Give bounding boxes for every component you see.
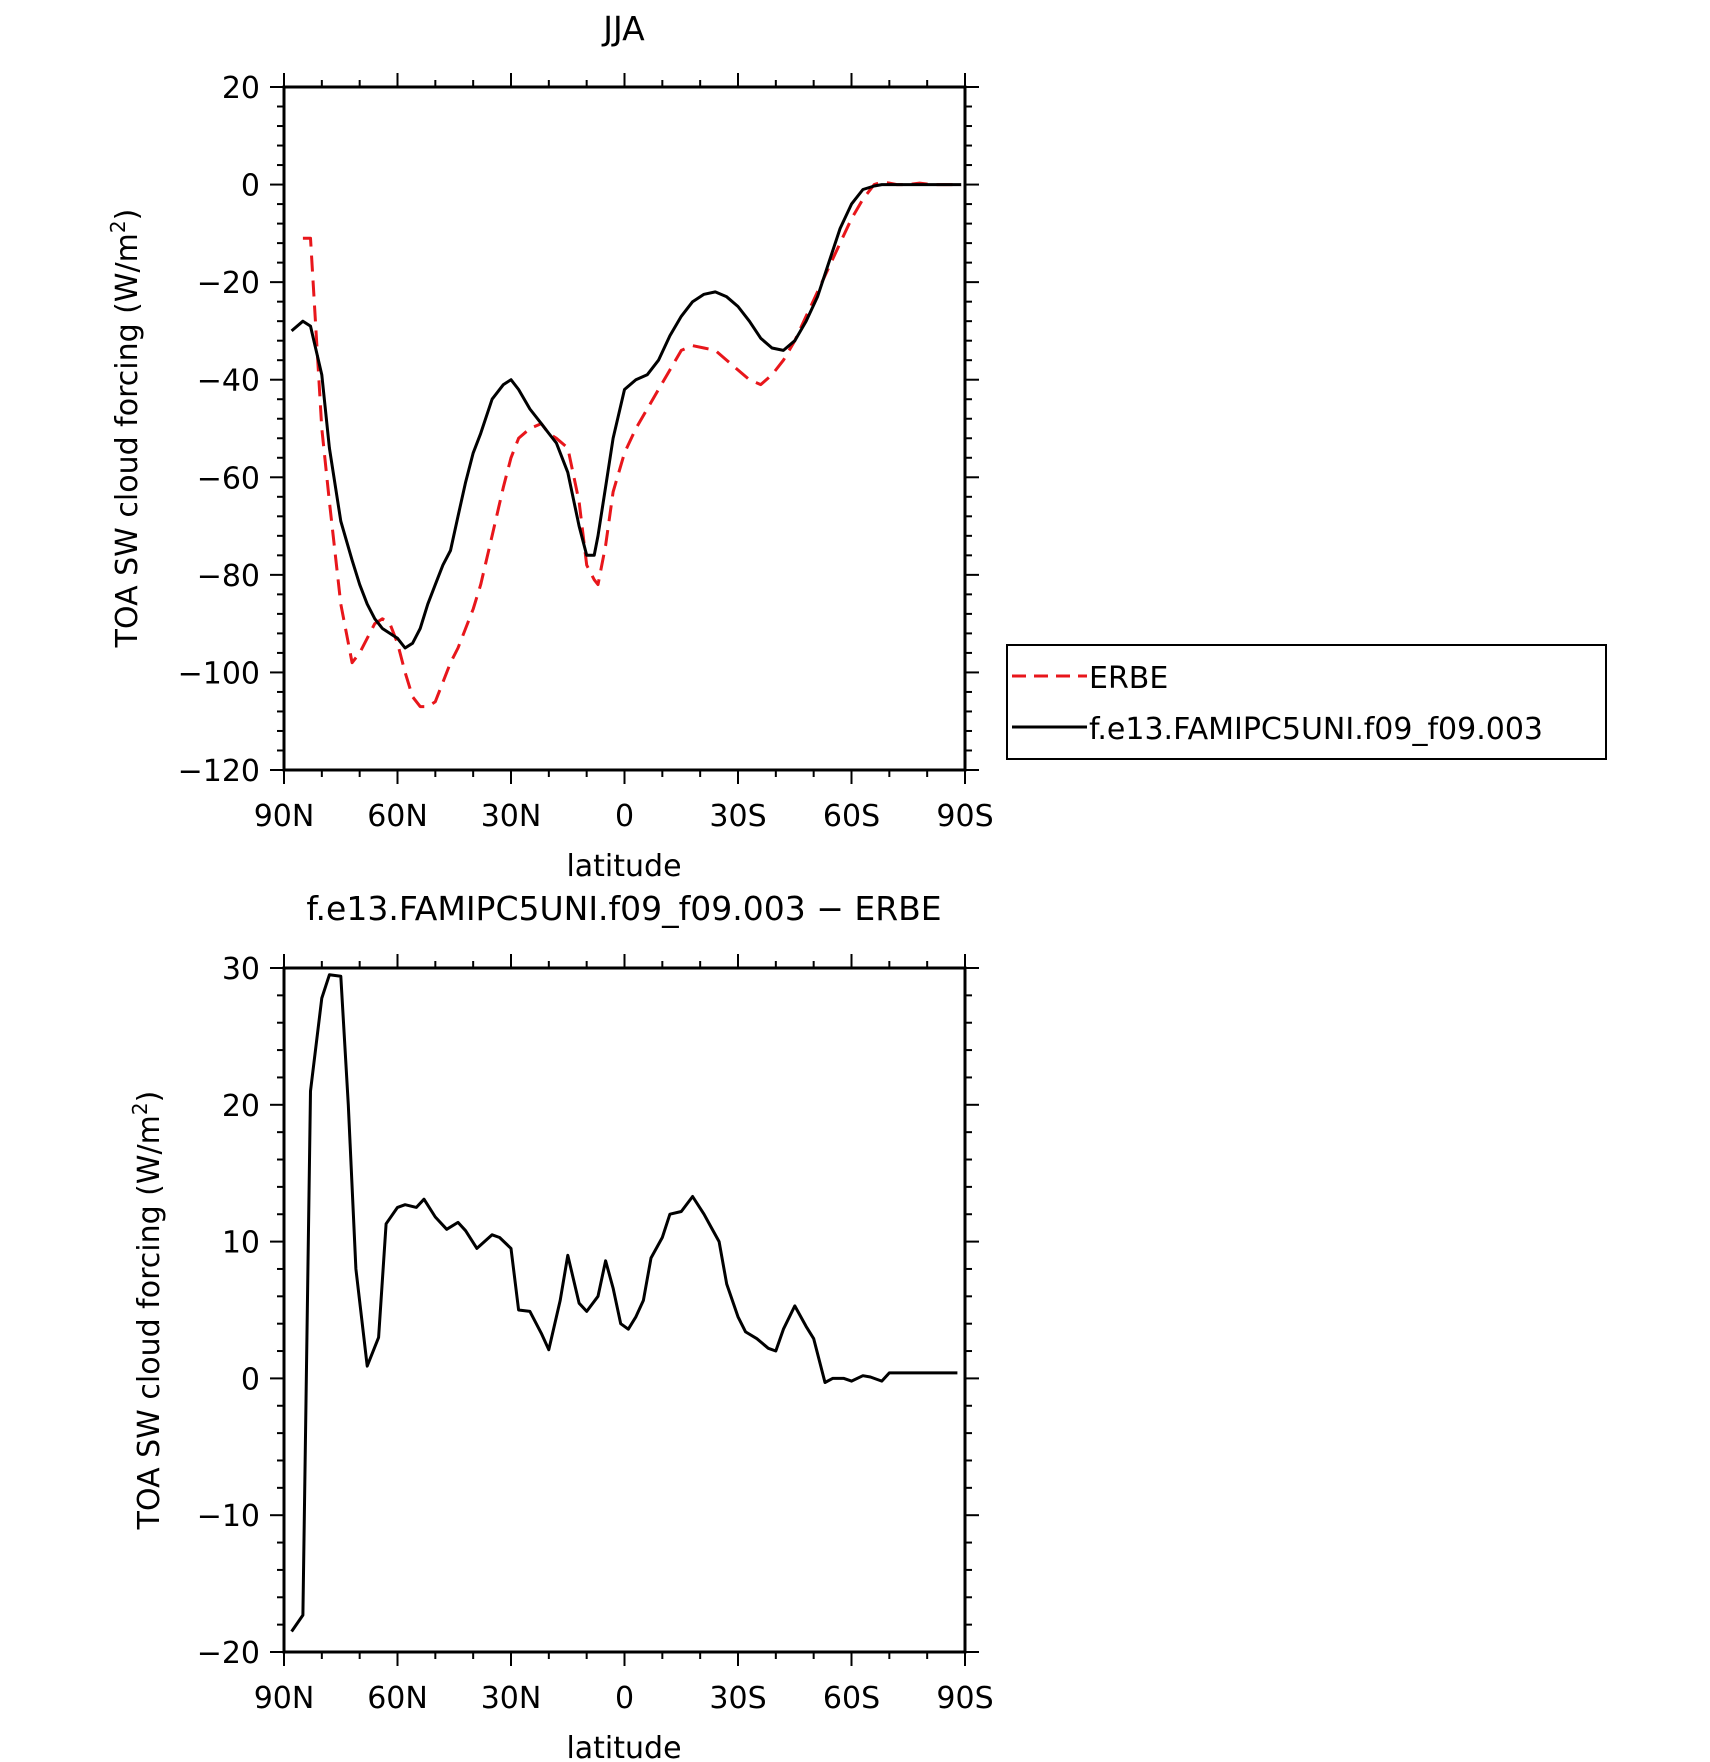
legend-label-model: f.e13.FAMIPC5UNI.f09_f09.003 — [1089, 712, 1543, 747]
y-tick-label: 20 — [222, 1089, 260, 1124]
x-tick-label: 0 — [615, 799, 634, 834]
x-tick-label: 0 — [615, 1681, 634, 1716]
y-tick-label: 30 — [222, 952, 260, 987]
x-axis-label: latitude — [566, 1731, 681, 1762]
x-tick-label: 90S — [936, 799, 993, 834]
series-lines — [290, 973, 958, 1633]
y-axis-label: TOA SW cloud forcing (W/m2) — [128, 1091, 167, 1531]
axis-ticks — [270, 73, 979, 784]
y-tick-label: −10 — [197, 1499, 260, 1534]
y-tick-label: −20 — [197, 1636, 260, 1671]
y-tick-label: −100 — [178, 656, 260, 691]
x-tick-label: 60N — [367, 1681, 428, 1716]
x-tick-label: 60N — [367, 799, 428, 834]
y-axis-label-superscript: 2 — [128, 1102, 152, 1115]
y-tick-label: −40 — [197, 364, 260, 399]
x-tick-label: 60S — [823, 1681, 880, 1716]
x-axis-label: latitude — [566, 849, 681, 884]
x-tick-label: 90N — [254, 799, 315, 834]
y-axis-label-superscript: 2 — [106, 220, 130, 233]
chart-panel-top: JJA −120 −100 −80 −60 −40 −20 0 20 90N 60N 30N 0 30… — [106, 9, 1607, 884]
legend: ERBE f.e13.FAMIPC5UNI.f09_f09.003 — [1006, 644, 1607, 760]
y-tick-label: −120 — [178, 754, 260, 789]
x-tick-label: 90S — [936, 1681, 993, 1716]
y-tick-label: −80 — [197, 559, 260, 594]
series-line-f-e13-famipc5uni-f09-f09-003 — [290, 183, 962, 650]
x-tick-label: 30N — [481, 1681, 542, 1716]
x-tick-label: 60S — [823, 799, 880, 834]
chart-title: f.e13.FAMIPC5UNI.f09_f09.003 − ERBE — [306, 889, 941, 928]
series-line-difference — [290, 973, 958, 1633]
y-tick-label: 0 — [241, 169, 260, 204]
x-tick-labels: 90N 60N 30N 0 30S 60S 90S — [254, 1681, 994, 1716]
x-tick-label: 90N — [254, 1681, 315, 1716]
y-tick-label: 10 — [222, 1226, 260, 1261]
series-lines — [290, 180, 962, 709]
y-axis-label: TOA SW cloud forcing (W/m2) — [106, 209, 145, 649]
y-tick-label: −60 — [197, 461, 260, 496]
x-tick-labels: 90N 60N 30N 0 30S 60S 90S — [254, 799, 994, 834]
chart-panel-bottom: f.e13.FAMIPC5UNI.f09_f09.003 − ERBE −20−… — [128, 889, 994, 1762]
x-tick-label: 30S — [709, 799, 766, 834]
series-line-erbe — [302, 180, 962, 709]
legend-box — [1006, 644, 1607, 760]
axis-ticks — [270, 954, 979, 1666]
y-tick-label: 0 — [241, 1362, 260, 1397]
y-tick-labels: −120 −100 −80 −60 −40 −20 0 20 — [178, 71, 260, 789]
y-tick-labels: −20 −10 0 10 20 30 — [197, 952, 260, 1671]
x-tick-label: 30S — [709, 1681, 766, 1716]
y-tick-label: −20 — [197, 266, 260, 301]
legend-label-erbe: ERBE — [1089, 661, 1168, 696]
x-tick-label: 30N — [481, 799, 542, 834]
chart-title: JJA — [601, 9, 645, 48]
plot-frame — [282, 966, 967, 1654]
y-tick-label: 20 — [222, 71, 260, 106]
